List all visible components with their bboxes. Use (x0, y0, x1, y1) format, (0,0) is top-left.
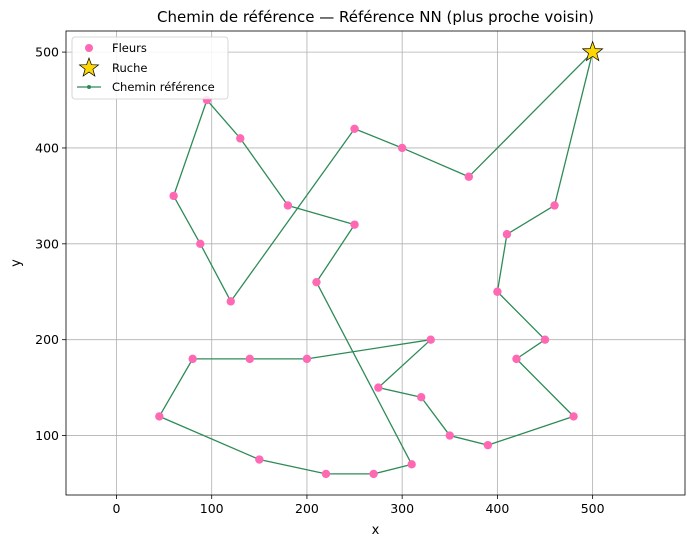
flower-layer (155, 95, 578, 479)
flower-point (407, 460, 416, 469)
chart-title: Chemin de référence — Référence NN (plus… (157, 8, 594, 26)
x-tick-label: 300 (390, 501, 414, 516)
flower-point (483, 440, 493, 450)
flower-point (283, 201, 293, 210)
legend-label-fleurs: Fleurs (112, 41, 147, 55)
y-axis-label: y (9, 259, 24, 267)
flower-point (374, 383, 383, 392)
x-tick-label: 100 (200, 501, 224, 516)
legend-path-marker (87, 85, 91, 89)
ticks: 0 100 200 300 400 500 100 200 300 400 500 (35, 45, 604, 516)
hive-layer (581, 40, 604, 62)
x-tick-label: 400 (485, 501, 509, 516)
flower-point (255, 455, 264, 464)
x-axis-label: x (372, 523, 380, 538)
legend: Fleurs Ruche Chemin référence (71, 36, 229, 100)
flower-point (512, 354, 521, 364)
flower-point (188, 354, 197, 364)
legend-label-ruche: Ruche (112, 61, 147, 75)
flower-point (445, 431, 454, 440)
flower-point (540, 335, 550, 344)
flower-point (350, 124, 359, 133)
y-tick-label: 300 (35, 236, 59, 251)
series-line-chemin-reference (158, 51, 594, 475)
flower-point (226, 297, 235, 306)
flower-point (321, 469, 331, 479)
flower-point (550, 201, 559, 210)
x-tick-label: 500 (581, 501, 605, 516)
x-tick-label: 200 (295, 501, 319, 516)
flower-point (245, 354, 254, 364)
flower-point (236, 134, 245, 143)
flower-point (502, 230, 512, 239)
flower-point (397, 143, 407, 153)
legend-hive-marker (78, 56, 100, 77)
y-tick-label: 400 (35, 140, 59, 155)
grid (66, 31, 685, 495)
flower-point (493, 287, 502, 296)
legend-flower-marker (85, 44, 93, 52)
flower-point (369, 469, 378, 479)
flower-point (169, 191, 178, 201)
y-tick-label: 500 (35, 45, 59, 60)
flower-point (196, 239, 205, 249)
flower-point (302, 354, 312, 364)
flower-point (155, 412, 164, 421)
hive-star (581, 40, 604, 62)
y-tick-label: 200 (35, 332, 59, 347)
legend-label-chemin-reference: Chemin référence (112, 80, 215, 94)
plot-frame (65, 30, 686, 496)
flower-point (417, 393, 426, 402)
flower-point (464, 172, 474, 181)
x-tick-label: 0 (112, 501, 120, 516)
plot-area (66, 31, 685, 495)
flower-point (569, 412, 578, 421)
flower-point (350, 220, 359, 229)
y-tick-label: 100 (35, 428, 59, 443)
flower-point (426, 335, 435, 344)
flower-point (312, 277, 321, 287)
legend-box (71, 36, 229, 100)
